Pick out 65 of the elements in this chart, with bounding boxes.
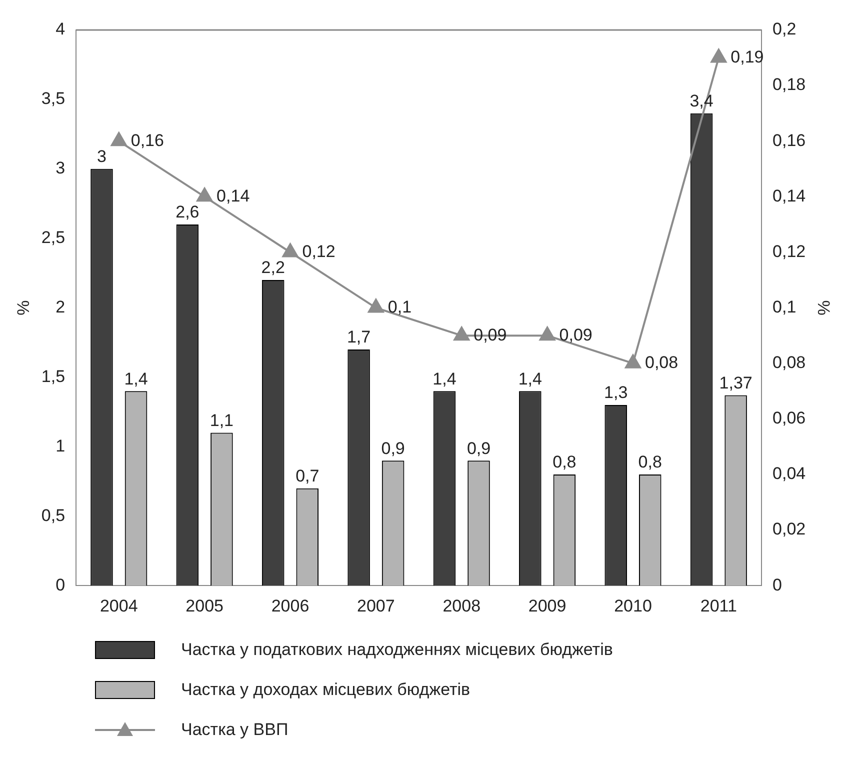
point (710, 48, 727, 63)
data-label: 2,6 (176, 202, 200, 222)
x-tick-label: 2006 (271, 596, 310, 616)
y2-tick-label: 0,06 (772, 408, 806, 428)
data-label: 0,19 (730, 47, 764, 66)
x-tick-label: 2010 (614, 596, 652, 616)
y-axis-title: % (14, 300, 33, 316)
x-tick-label: 2007 (357, 596, 395, 616)
y2-tick-label: 0,08 (772, 353, 806, 372)
y-tick-label: 2,5 (41, 228, 66, 248)
point (539, 326, 556, 341)
y2-tick-label: 0,1 (772, 297, 796, 316)
data-label: 2,2 (261, 258, 285, 278)
x-tick-label: 2008 (442, 596, 481, 616)
y2-tick-label: 0,2 (772, 20, 796, 39)
data-label: 0,1 (388, 297, 412, 316)
point (196, 188, 212, 202)
data-label: 1,1 (210, 410, 234, 430)
y2-tick-label: 0,12 (772, 242, 806, 261)
y2-tick-label: 0,02 (772, 520, 806, 539)
data-label: 0,12 (302, 242, 336, 261)
y-tick-label: 3 (56, 158, 66, 178)
point (368, 298, 384, 313)
data-label: 0,09 (474, 325, 507, 344)
y2-tick-label: 0,18 (772, 75, 806, 94)
data-label: 0,08 (644, 353, 678, 372)
x-tick-label: 2004 (100, 596, 138, 616)
x-tick-label: 2009 (528, 596, 566, 616)
data-label: 0,8 (638, 452, 662, 472)
legend-label: Частка у ВВП (181, 720, 288, 740)
data-label: 3 (97, 147, 106, 166)
data-label: 1,4 (518, 369, 542, 388)
y2-tick-label: 0 (772, 575, 782, 594)
y-tick-label: 3,5 (41, 89, 66, 108)
data-label: 1,37 (719, 373, 752, 392)
data-label: 0,09 (559, 325, 592, 344)
data-label: 0,14 (216, 186, 250, 206)
data-label: 3,4 (690, 92, 714, 111)
y-tick-label: 1 (56, 436, 66, 456)
y2-tick-label: 0,16 (772, 130, 806, 150)
point (110, 132, 127, 146)
y-tick-label: 1,5 (41, 366, 66, 386)
y-tick-label: 2 (56, 297, 66, 316)
y-tick-label: 4 (56, 20, 66, 39)
data-label: 0,8 (552, 452, 576, 472)
legend-label: Частка у доходах місцевих бюджетів (181, 680, 470, 700)
data-label: 0,16 (130, 130, 164, 150)
data-label: 1,4 (124, 369, 148, 388)
x-tick-label: 2005 (186, 596, 224, 616)
y-tick-label: 0 (56, 575, 66, 594)
data-label: 1,3 (604, 383, 628, 402)
x-tick-label: 2011 (700, 596, 737, 616)
legend-label: Частка у податкових надходженнях місцевих бюджетів (181, 640, 613, 660)
data-label: 1,7 (346, 328, 371, 347)
y2-axis-title: % (814, 300, 834, 316)
point (625, 354, 641, 368)
data-label: 0,7 (296, 466, 320, 486)
data-label: 0,9 (466, 438, 491, 458)
data-label: 1,4 (432, 369, 456, 388)
data-label: 0,9 (381, 438, 405, 458)
point (282, 243, 298, 258)
y2-tick-label: 0,04 (772, 464, 806, 484)
point (454, 326, 470, 341)
y2-tick-label: 0,14 (772, 186, 806, 206)
y-tick-label: 0,5 (41, 506, 66, 525)
